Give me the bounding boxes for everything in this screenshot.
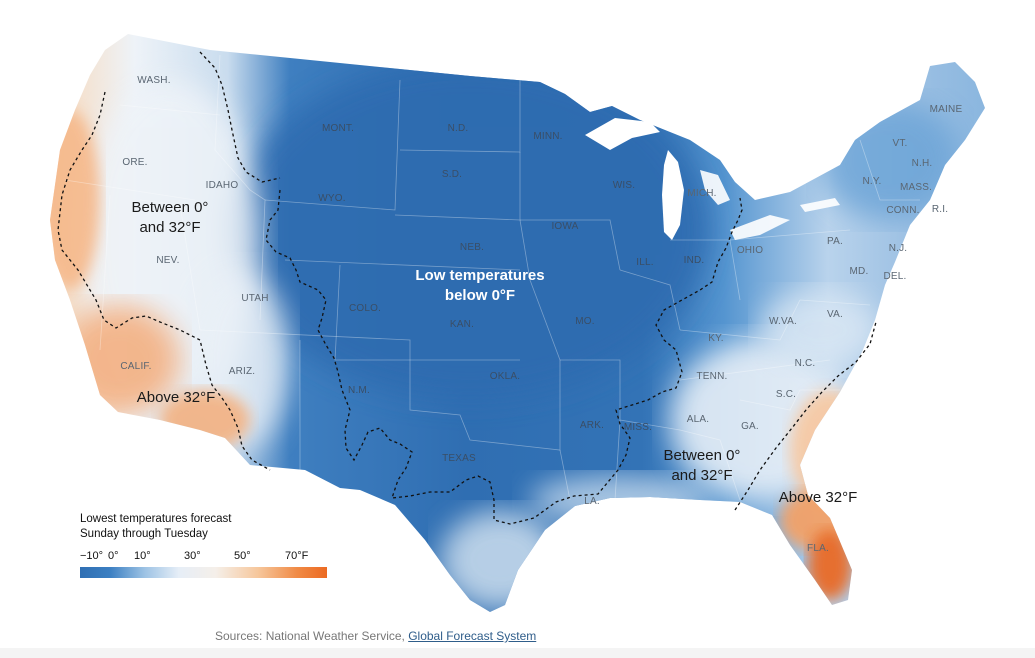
state-label-ri: R.I. — [932, 204, 948, 215]
legend-tick: 30° — [184, 550, 201, 562]
state-label-md: MD. — [850, 266, 869, 277]
great-lakes — [585, 118, 840, 240]
state-label-mich: MICH. — [687, 188, 716, 199]
state-label-tenn: TENN. — [697, 371, 728, 382]
state-label-utah: UTAH — [241, 293, 268, 304]
state-label-mont: MONT. — [322, 123, 354, 134]
legend-title-line1: Lowest temperatures forecast — [80, 513, 232, 525]
state-label-vt: VT. — [892, 138, 907, 149]
state-label-minn: MINN. — [533, 131, 562, 142]
contour-inner-west — [199, 51, 281, 183]
state-label-ohio: OHIO — [737, 245, 763, 256]
state-label-wash: WASH. — [137, 75, 170, 86]
state-label-pa: PA. — [827, 236, 843, 247]
legend-title-line2: Sunday through Tuesday — [80, 528, 208, 540]
legend-tick: 70°F — [285, 550, 309, 562]
state-label-conn: CONN. — [886, 205, 919, 216]
state-label-ga: GA. — [741, 421, 759, 432]
state-label-nd: N.D. — [448, 123, 469, 134]
state-label-mass: MASS. — [900, 182, 932, 193]
annotation-west-between-line2: and 32°F — [139, 219, 200, 236]
state-label-colo: COLO. — [349, 303, 381, 314]
state-label-wyo: WYO. — [318, 193, 345, 204]
state-label-ind: IND. — [684, 255, 705, 266]
gfs-link[interactable]: Global Forecast System — [408, 629, 537, 643]
state-label-texas: TEXAS — [442, 453, 476, 464]
state-label-fla: FLA. — [807, 543, 829, 554]
sources-prefix: Sources: National Weather Service, — [215, 629, 409, 643]
freezing-contours — [57, 51, 877, 525]
state-label-ky: KY. — [708, 333, 723, 344]
annotation-south-between-line2: and 32°F — [671, 467, 732, 484]
legend-tick: 50° — [234, 550, 251, 562]
contour-southeast — [734, 321, 877, 511]
state-label-del: DEL. — [883, 271, 906, 282]
state-label-wis: WIS. — [613, 180, 635, 191]
state-label-neb: NEB. — [460, 242, 484, 253]
contour-west-coast — [57, 91, 271, 471]
contour-rockies — [265, 189, 743, 525]
state-label-ore: ORE. — [122, 157, 147, 168]
state-label-miss: MISS. — [624, 422, 652, 433]
legend: Lowest temperatures forecast Sunday thro… — [80, 512, 340, 578]
legend-color-scale — [80, 567, 327, 578]
state-label-ariz: ARIZ. — [229, 366, 256, 377]
state-label-wva: W.VA. — [769, 316, 797, 327]
state-label-iowa: IOWA — [551, 221, 578, 232]
state-label-idaho: IDAHO — [206, 180, 239, 191]
sources-note: Sources: National Weather Service, Globa… — [215, 629, 536, 643]
state-borders — [64, 54, 920, 501]
state-label-nh: N.H. — [912, 158, 933, 169]
map-annotations: Between 0° and 32°F Low temperatures bel… — [132, 199, 858, 506]
state-label-calif: CALIF. — [120, 361, 151, 372]
state-label-nm: N.M. — [348, 385, 370, 396]
annotation-south-between-line1: Between 0° — [664, 447, 741, 464]
state-label-kan: KAN. — [450, 319, 474, 330]
state-label-mo: MO. — [575, 316, 595, 327]
annotation-west-between-line1: Between 0° — [132, 199, 209, 216]
legend-tick: −10° — [80, 550, 104, 562]
legend-tick: 0° — [108, 550, 119, 562]
annotation-center-low-line2: below 0°F — [445, 287, 515, 304]
legend-ticks: −10° 0° 10° 30° 50° 70°F — [80, 550, 340, 566]
annotation-center-low-line1: Low temperatures — [415, 267, 544, 284]
state-label-nc: N.C. — [795, 358, 816, 369]
state-label-ny: N.Y. — [863, 176, 882, 187]
legend-tick: 10° — [134, 550, 151, 562]
state-label-okla: OKLA. — [490, 371, 520, 382]
state-label-ark: ARK. — [580, 420, 604, 431]
annotation-west-above: Above 32°F — [137, 389, 216, 406]
state-label-maine: MAINE — [930, 104, 963, 115]
annotation-southeast-above: Above 32°F — [779, 489, 858, 506]
state-label-sc: S.C. — [776, 389, 796, 400]
state-label-ala: ALA. — [687, 414, 709, 425]
state-label-nj: N.J. — [889, 243, 908, 254]
state-labels: WASH. ORE. IDAHO MONT. N.D. MINN. WIS. MICH. S.D… — [120, 75, 962, 554]
state-label-va: VA. — [827, 309, 843, 320]
state-label-ill: ILL. — [636, 257, 653, 268]
state-label-la: LA. — [584, 496, 600, 507]
state-label-sd: S.D. — [442, 169, 462, 180]
bottom-band — [0, 648, 1035, 658]
state-label-nev: NEV. — [156, 255, 179, 266]
